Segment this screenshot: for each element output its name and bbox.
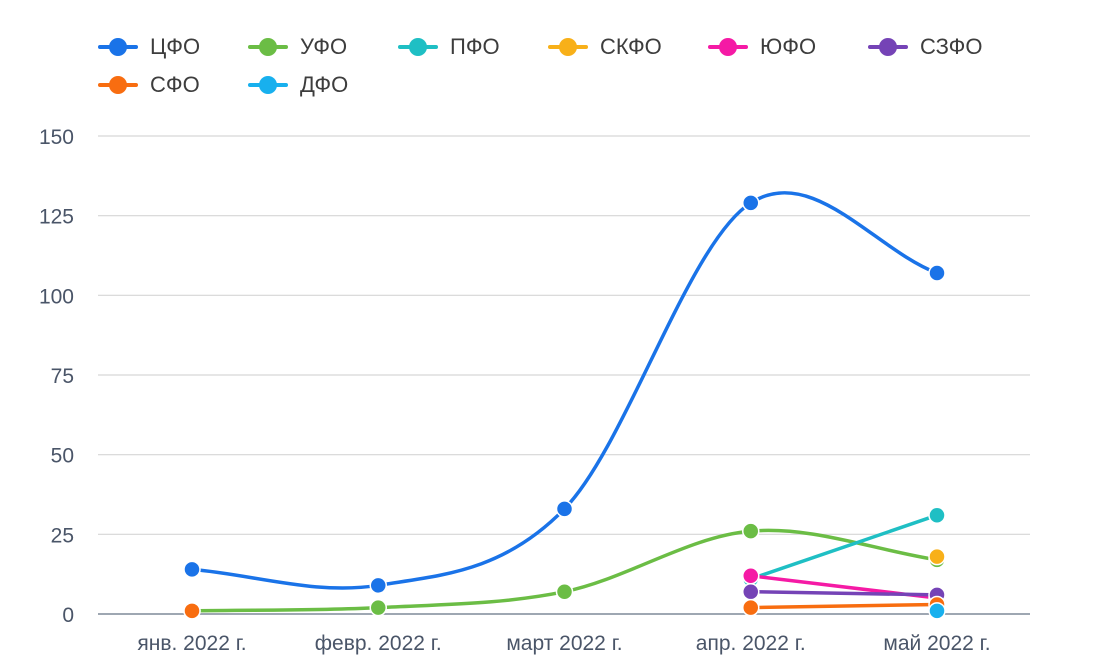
legend-swatch-icon [246, 68, 290, 102]
data-point-СФО [742, 598, 760, 617]
legend-item[interactable]: ЮФО [706, 30, 816, 64]
legend-item[interactable]: ДФО [246, 68, 348, 102]
data-point-ЦФО [555, 500, 574, 518]
data-point-ЦФО [369, 576, 387, 595]
data-point-СЗФО [742, 582, 760, 601]
legend-swatch-icon [396, 30, 440, 64]
legend-label: УФО [300, 34, 348, 59]
y-tick-label: 75 [51, 365, 74, 388]
y-tick-label: 0 [62, 604, 74, 627]
legend-item[interactable]: ЦФО [96, 30, 200, 64]
legend-label: ЦФО [150, 34, 201, 59]
data-point-ЦФО [183, 560, 201, 579]
legend-swatch-icon [706, 30, 750, 64]
legend-swatch-icon [96, 68, 140, 102]
legend-item[interactable]: СФО [96, 68, 200, 102]
y-tick-label: 100 [39, 285, 74, 308]
data-point-ЦФО [742, 194, 760, 212]
x-tick-label: февр. 2022 г. [315, 632, 442, 655]
series-line-СЗФО [749, 589, 939, 597]
legend-label: ДФО [300, 72, 349, 97]
data-point-УФО [555, 582, 574, 601]
legend-item[interactable]: ПФО [396, 30, 500, 64]
data-point-ДФО [928, 602, 946, 620]
data-point-ЦФО [928, 264, 946, 282]
legend-label: СКФО [600, 34, 662, 59]
data-point-ЮФО [742, 567, 760, 585]
data-point-СКФО [928, 547, 946, 566]
legend-swatch-icon [96, 30, 140, 64]
data-point-УФО [742, 522, 760, 540]
legend-label: ПФО [450, 34, 500, 59]
legend-label: СЗФО [920, 34, 983, 59]
x-tick-label: май 2022 г. [883, 632, 990, 655]
legend-item[interactable]: УФО [246, 30, 347, 64]
y-tick-label: 25 [51, 524, 74, 547]
y-tick-label: 150 [39, 126, 74, 149]
series-line-СФО [749, 602, 939, 610]
legend-swatch-icon [246, 30, 290, 64]
y-tick-label: 50 [51, 445, 74, 468]
data-point-УФО [369, 598, 387, 617]
series-line-ПФО [749, 513, 939, 581]
series-line-ЦФО [190, 191, 939, 590]
x-tick-label: янв. 2022 г. [137, 632, 246, 655]
legend-item[interactable]: СКФО [546, 30, 662, 64]
y-tick-label: 125 [39, 206, 74, 229]
x-tick-label: март 2022 г. [506, 632, 622, 655]
legend-swatch-icon [866, 30, 910, 64]
data-point-ПФО [928, 506, 946, 524]
legend-swatch-icon [546, 30, 590, 64]
data-point-СФО [183, 602, 201, 620]
legend-label: ЮФО [760, 34, 817, 59]
legend-item[interactable]: СЗФО [866, 30, 983, 64]
x-tick-label: апр. 2022 г. [696, 632, 806, 655]
legend-label: СФО [150, 72, 200, 97]
